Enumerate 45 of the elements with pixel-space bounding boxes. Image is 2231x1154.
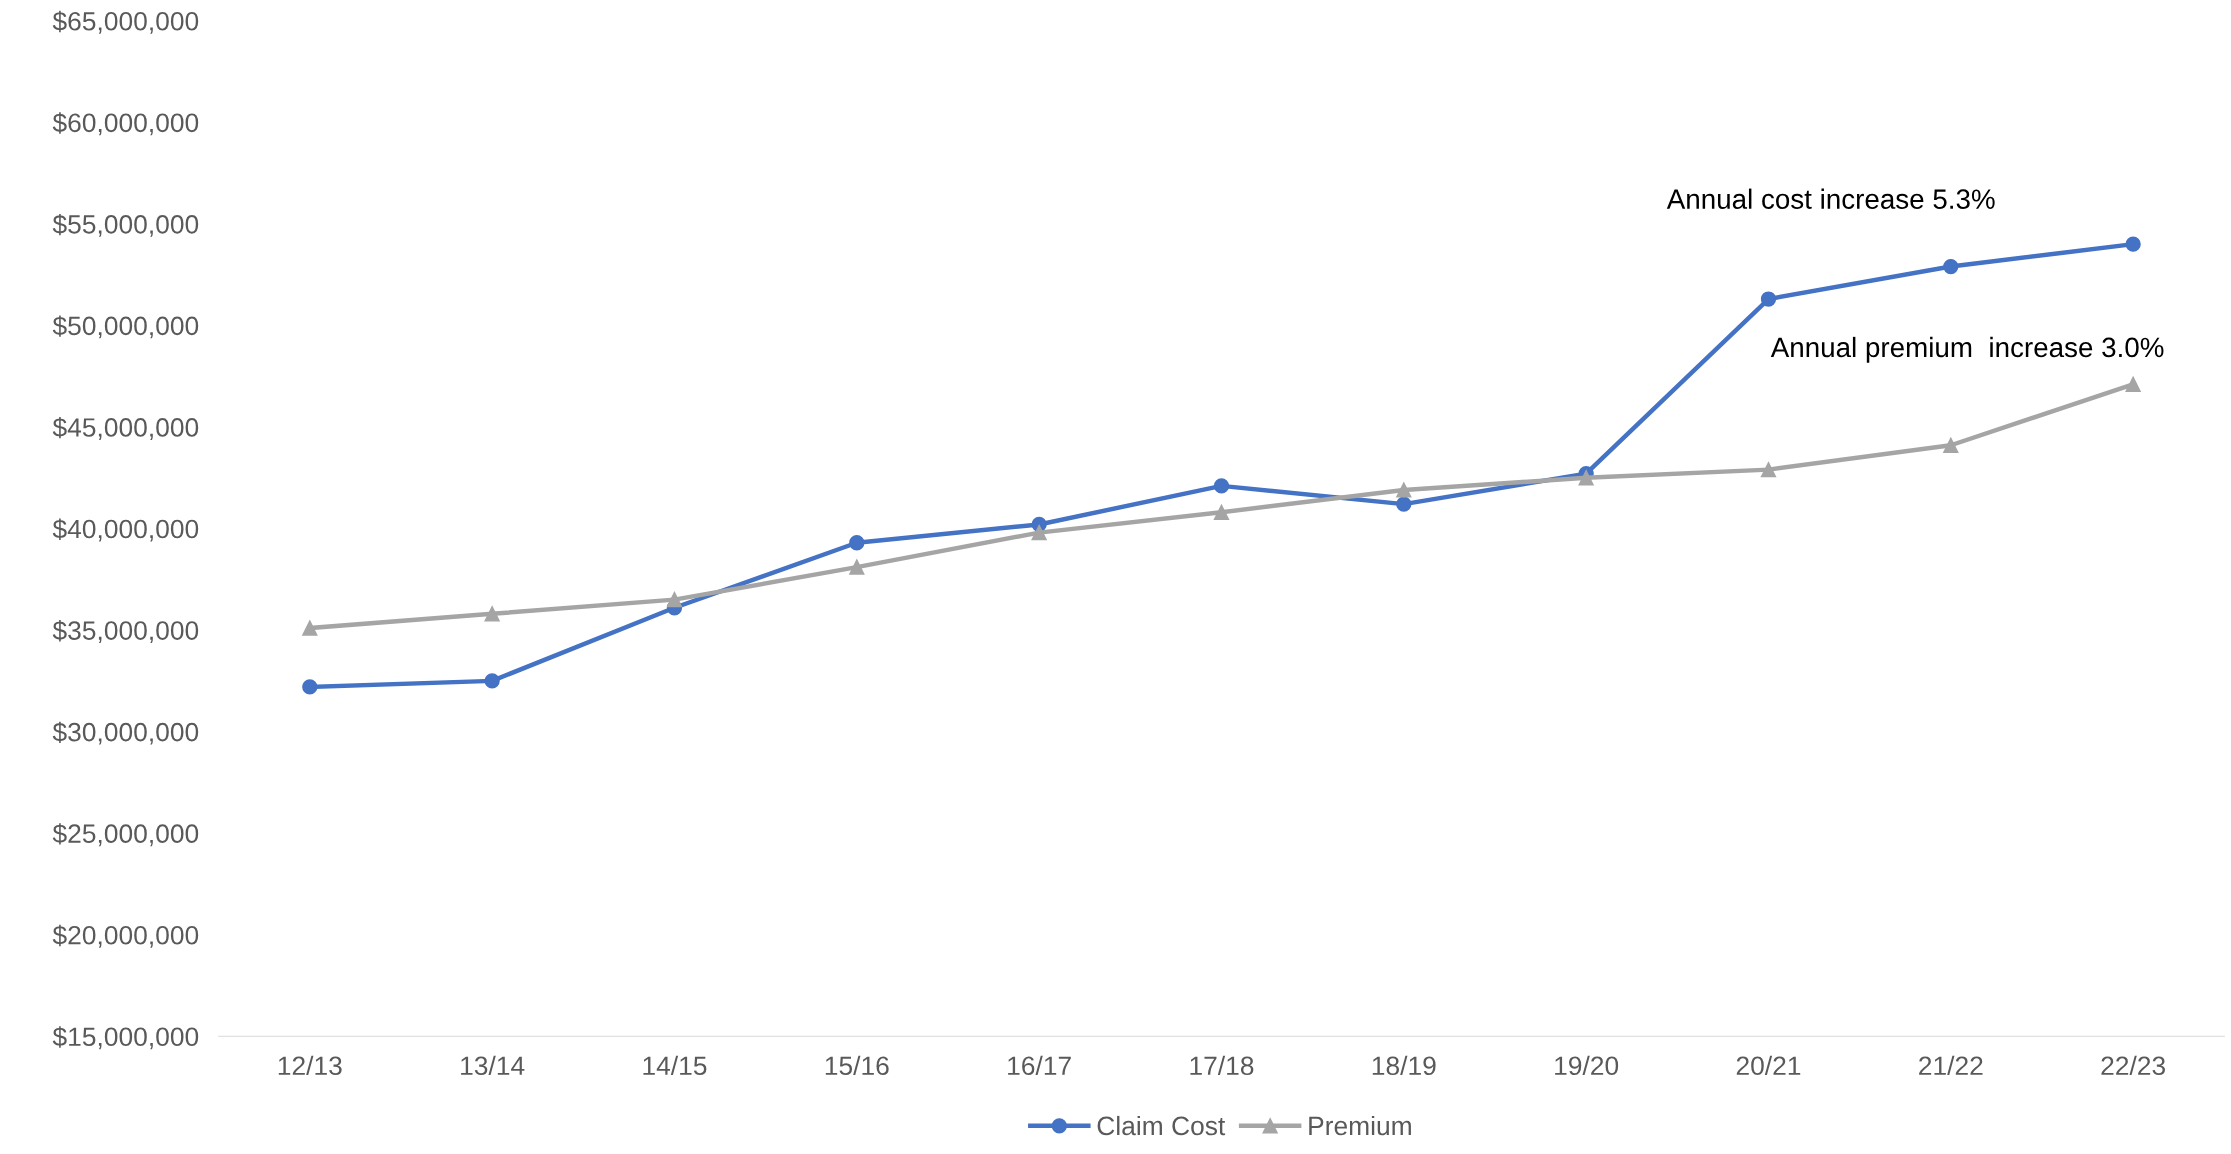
x-tick-label: 17/18 (1190, 1055, 1254, 1076)
x-tick-label: 14/15 (643, 1055, 707, 1076)
y-tick-label: $30,000,000 (52, 721, 199, 745)
point (1578, 470, 1594, 486)
y-tick-label: $35,000,000 (52, 620, 199, 644)
x-tick-label: 21/22 (1919, 1055, 1983, 1076)
y-tick-label: $15,000,000 (52, 1026, 199, 1050)
point (666, 591, 683, 608)
x-tick-label: 19/20 (1555, 1055, 1619, 1076)
x-tick-label: 18/19 (1372, 1055, 1436, 1076)
legend-label: Claim Cost (1097, 1115, 1226, 1136)
point (1396, 496, 1412, 512)
point (1943, 437, 1959, 453)
point (302, 679, 318, 695)
point (302, 620, 318, 636)
y-tick-label: $60,000,000 (52, 112, 199, 136)
y-tick-label: $55,000,000 (52, 213, 199, 237)
point (1213, 504, 1230, 520)
point (849, 559, 865, 575)
y-tick-label: $45,000,000 (52, 417, 199, 440)
x-tick-label: 16/17 (1008, 1055, 1071, 1076)
annotation: Annual premium increase 3.0% (1770, 336, 2164, 363)
legend-label: Premium (1309, 1115, 1411, 1136)
point (2125, 376, 2141, 392)
point (1213, 478, 1230, 494)
point (1760, 461, 1777, 478)
y-tick-label: $40,000,000 (52, 518, 199, 542)
x-tick-label: 20/21 (1736, 1055, 1801, 1076)
y-tick-label: $50,000,000 (52, 315, 199, 339)
x-tick-label: 12/13 (278, 1055, 342, 1076)
point (1943, 258, 1959, 275)
point (1031, 524, 1047, 541)
x-tick-label: 13/14 (461, 1055, 525, 1076)
point (849, 535, 865, 551)
point (484, 606, 500, 622)
point (484, 673, 500, 689)
y-tick-label: $20,000,000 (52, 924, 199, 948)
annotation: Annual cost increase 5.3% (1666, 188, 1995, 209)
point (1396, 482, 1412, 498)
point (2125, 236, 2141, 252)
x-tick-label: 15/16 (825, 1055, 889, 1076)
point (1760, 291, 1777, 307)
y-tick-label: $25,000,000 (52, 823, 199, 847)
x-tick-label: 22/23 (2101, 1055, 2165, 1076)
y-tick-label: $65,000,000 (52, 10, 199, 34)
